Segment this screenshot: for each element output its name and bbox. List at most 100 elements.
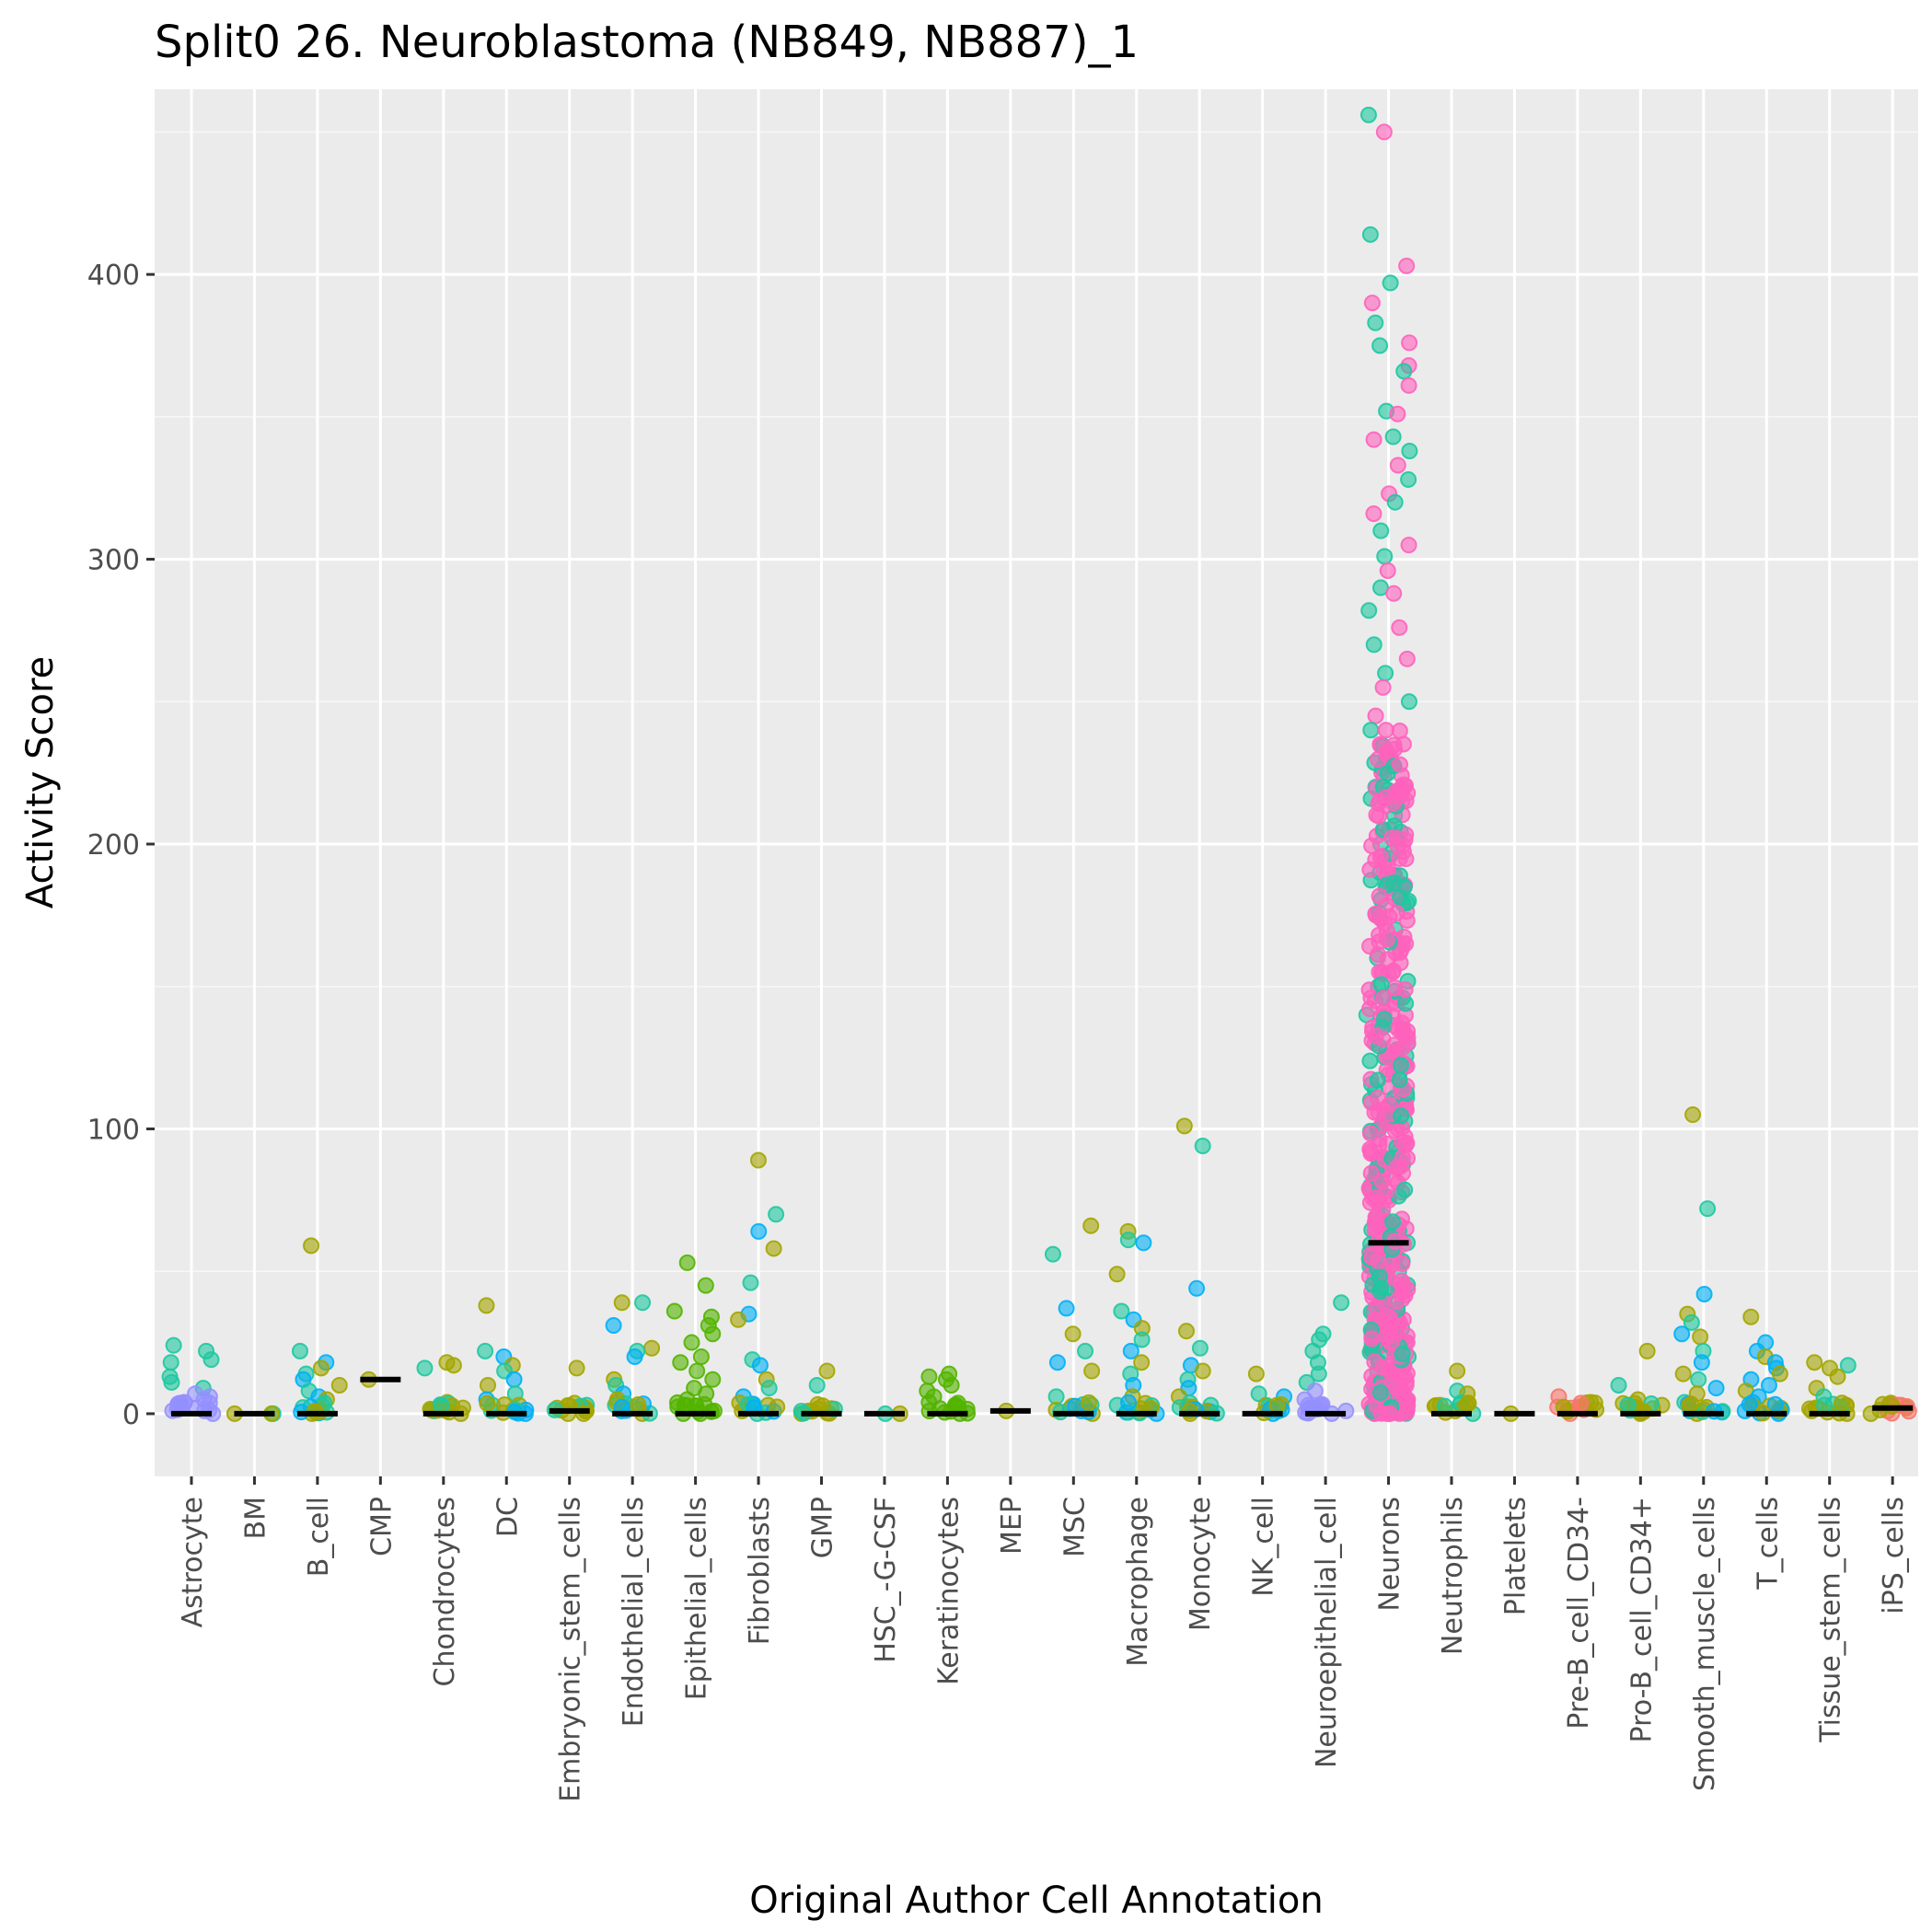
data-point [1379,561,1396,579]
data-point [1741,1395,1758,1413]
x-tick-label: BM [239,1497,272,1539]
data-point [688,1362,706,1380]
data-point [1391,1071,1408,1089]
data-point [1359,106,1377,123]
x-tick-label: Tissue_stem_cells [1815,1497,1847,1743]
data-point [1113,1302,1130,1320]
data-point [749,1151,767,1169]
data-point [1398,650,1416,667]
data-point [1365,636,1382,654]
data-point [1378,1182,1395,1199]
data-point [1048,1354,1066,1371]
data-point [433,1396,450,1414]
median-marks [171,1240,1914,1417]
data-point [1247,1365,1265,1382]
data-point [665,1302,683,1320]
data-point [1683,1313,1700,1331]
x-tick-label: Endothelial_cells [618,1497,650,1727]
x-tick-label: Neuroepithelial_cell [1311,1497,1343,1768]
data-point [202,1351,220,1369]
data-point [1363,295,1381,312]
data-point [626,1348,643,1366]
data-point [1396,1128,1414,1146]
data-point [1388,905,1406,922]
x-tick-label: B_cell [303,1497,335,1577]
data-point [303,1237,320,1255]
data-point [1372,976,1390,993]
data-point [704,1371,722,1388]
data-point [1684,1106,1702,1124]
data-point [1371,933,1388,951]
data-point [1674,1365,1692,1382]
data-point [1399,1034,1417,1051]
data-point [163,1373,180,1391]
y-axis-title: Activity Score [19,656,62,908]
data-point [1397,995,1415,1012]
data-point [1393,1107,1410,1125]
data-point [1377,665,1394,682]
data-point [1392,1057,1409,1074]
data-point [818,1362,836,1380]
x-tick-label: Embryonic_stem_cells [555,1497,587,1802]
data-point [1310,1365,1327,1382]
data-point [1133,1331,1151,1348]
data-point [1771,1365,1788,1382]
data-point [1399,1391,1417,1408]
data-point [751,1357,769,1374]
data-point [1391,756,1408,773]
grid-lines [155,89,1918,1476]
data-point [1362,1145,1380,1163]
data-point [613,1294,631,1312]
data-point [808,1376,826,1394]
data-point [672,1354,689,1371]
data-point [1382,1364,1400,1382]
data-point [1369,1071,1386,1089]
data-point [630,1396,647,1414]
data-point [477,1342,494,1359]
data-point [760,1380,778,1397]
x-tick-label: DC [492,1497,524,1537]
data-point [1374,1201,1392,1219]
data-point [479,1394,496,1412]
data-point [920,1368,938,1385]
data-point [1692,1328,1709,1346]
data-point [678,1254,696,1271]
data-point [165,1336,182,1354]
data-point [1250,1385,1267,1403]
data-point [1400,376,1417,394]
data-point [683,1334,700,1351]
data-point [1387,783,1405,801]
x-axis-title: Original Author Cell Annotation [749,1880,1323,1922]
data-point [1370,750,1387,768]
data-point [1361,226,1379,243]
data-point [1371,1282,1389,1300]
data-point [201,1394,218,1412]
data-point [1401,334,1418,352]
data-point [1374,678,1392,696]
data-point [1360,602,1378,619]
data-point [1385,874,1403,892]
data-point [1375,123,1393,141]
data-point [1363,1248,1381,1266]
data-point [1365,431,1382,448]
data-point [1108,1266,1126,1283]
data-point [1673,1325,1691,1343]
data-point [1816,1396,1834,1414]
data-point [765,1240,782,1257]
data-point [1133,1354,1151,1371]
data-point [1362,1164,1380,1182]
data-point [1188,1279,1206,1297]
x-tick-label: Keratinocytes [932,1497,965,1685]
data-point [1829,1368,1846,1385]
data-point [1362,722,1380,739]
data-point [1680,1396,1697,1414]
data-point [742,1274,759,1291]
data-point [416,1359,434,1377]
x-tick-label: CMP [365,1497,398,1556]
data-point [176,1394,193,1411]
data-point [478,1297,495,1314]
x-tick-label: Pre-B_cell_CD34- [1563,1497,1595,1730]
data-point [1080,1394,1097,1411]
data-point [1194,1362,1211,1380]
